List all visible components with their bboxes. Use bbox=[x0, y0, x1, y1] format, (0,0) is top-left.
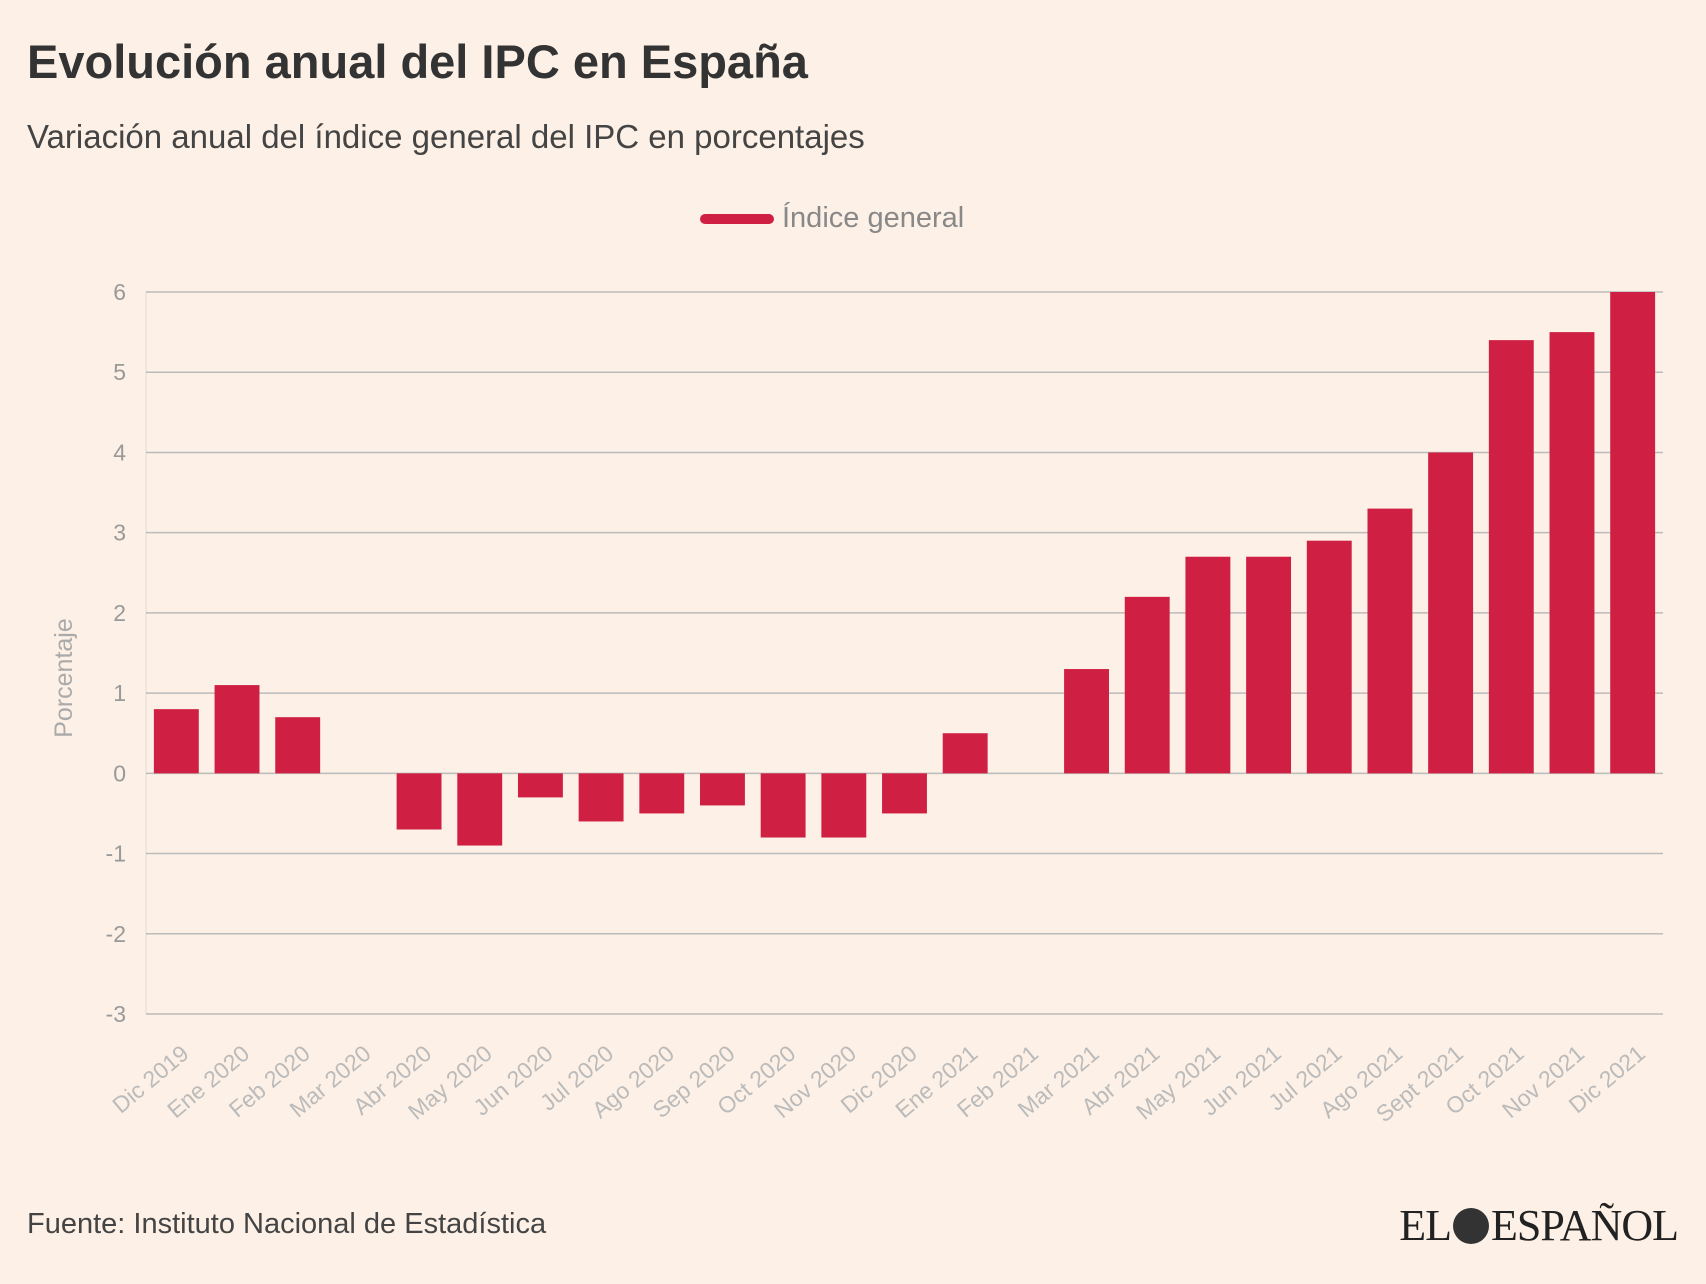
bar bbox=[639, 773, 685, 814]
y-tick-label: 2 bbox=[113, 600, 126, 626]
bar bbox=[1064, 669, 1109, 774]
chart-subtitle: Variación anual del índice general del I… bbox=[27, 118, 865, 155]
bar bbox=[1306, 540, 1352, 774]
y-tick-label: 5 bbox=[113, 359, 126, 385]
y-tick-label: 0 bbox=[113, 760, 126, 786]
bar bbox=[1367, 508, 1413, 774]
bar bbox=[942, 733, 988, 774]
source-note: Fuente: Instituto Nacional de Estadístic… bbox=[27, 1208, 547, 1240]
bar bbox=[700, 773, 745, 806]
bar bbox=[1488, 340, 1534, 774]
y-tick-label: 4 bbox=[113, 439, 126, 465]
legend-label: Índice general bbox=[782, 202, 965, 234]
lion-icon bbox=[1453, 1207, 1490, 1244]
y-tick-label: -3 bbox=[106, 1001, 126, 1027]
bar bbox=[578, 773, 624, 822]
chart-title: Evolución anual del IPC en España bbox=[27, 35, 808, 88]
bar bbox=[1549, 332, 1595, 774]
y-tick-label: 1 bbox=[113, 680, 126, 706]
bar bbox=[396, 773, 442, 830]
bar bbox=[457, 773, 503, 846]
bar bbox=[214, 685, 260, 774]
bar bbox=[821, 773, 867, 838]
bar bbox=[153, 709, 199, 774]
y-tick-label: -1 bbox=[106, 841, 126, 867]
y-tick-label: -2 bbox=[106, 921, 126, 947]
y-tick-label: 3 bbox=[113, 520, 126, 546]
legend: Índice general bbox=[700, 202, 964, 235]
logo-text-left: EL bbox=[1399, 1201, 1452, 1250]
bar bbox=[1124, 596, 1170, 774]
y-tick-label: 6 bbox=[113, 279, 126, 305]
bar bbox=[760, 773, 806, 838]
logo-text-right: ESPAÑOL bbox=[1491, 1201, 1679, 1250]
bar bbox=[882, 773, 927, 814]
legend-swatch bbox=[700, 213, 774, 224]
bar bbox=[1185, 556, 1231, 774]
bar bbox=[1246, 556, 1292, 774]
y-axis-label: Porcentaje bbox=[50, 618, 78, 738]
el-espanol-logo: EL ESPAÑOL bbox=[1399, 1200, 1679, 1251]
bar bbox=[1428, 452, 1474, 774]
bar bbox=[275, 717, 321, 774]
bar bbox=[517, 773, 563, 798]
bar bbox=[1610, 292, 1656, 774]
